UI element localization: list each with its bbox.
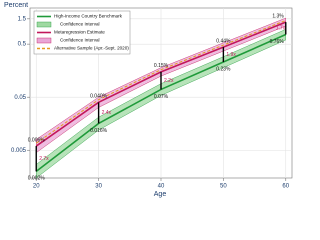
legend-label: Alternative Sample (Apr.-Sept. 2020) [54,46,129,51]
data-label: 0.07% [154,94,169,100]
data-label: 0.002% [28,176,46,182]
x-tick-label: 40 [158,184,165,190]
x-tick-label: 50 [220,184,227,190]
y-tick-label: 0.05 [14,95,26,101]
data-label: 0.76% [270,39,285,45]
legend-label: Confidence Interval [60,22,100,27]
data-label: 0.15% [154,63,169,69]
chart: Percent Age 0.005 0.05 0.5 1.5 20 30 40 50 60 2.7… [4,1,293,198]
confidence-band [36,29,286,179]
y-tick-label: 0.005 [11,148,27,154]
data-label: 0.016% [90,128,108,134]
data-label: 0.44% [216,38,231,44]
data-label: 0.040% [90,94,108,100]
x-axis-label: Age [154,191,167,198]
y-axis-label: Percent [4,2,28,9]
x-tick-label: 30 [95,184,102,190]
data-label: 0.006% [28,137,46,143]
data-label: 0.23% [216,66,231,72]
ratio-label: 2.7x [39,156,49,162]
ratio-label: 1.7x [276,26,286,32]
series-line [35,21,287,147]
x-tick-label: 60 [282,184,289,190]
ratio-label: 2.4x [102,110,112,116]
legend-label: Metaregression Estimate [54,30,105,35]
legend-label: High-Income Country Benchmark [54,14,123,19]
legend-swatch [36,21,52,28]
legend-swatch [36,37,52,44]
series-line [35,19,286,144]
y-tick-label: 1.5 [18,16,27,22]
y-tick-label: 0.5 [18,42,27,48]
data-label: 1.3% [272,13,284,19]
ratio-label: 1.9x [226,52,236,58]
legend-label: Confidence Interval [60,38,100,43]
x-tick-label: 20 [33,184,40,190]
ratio-label: 2.2x [164,78,174,84]
